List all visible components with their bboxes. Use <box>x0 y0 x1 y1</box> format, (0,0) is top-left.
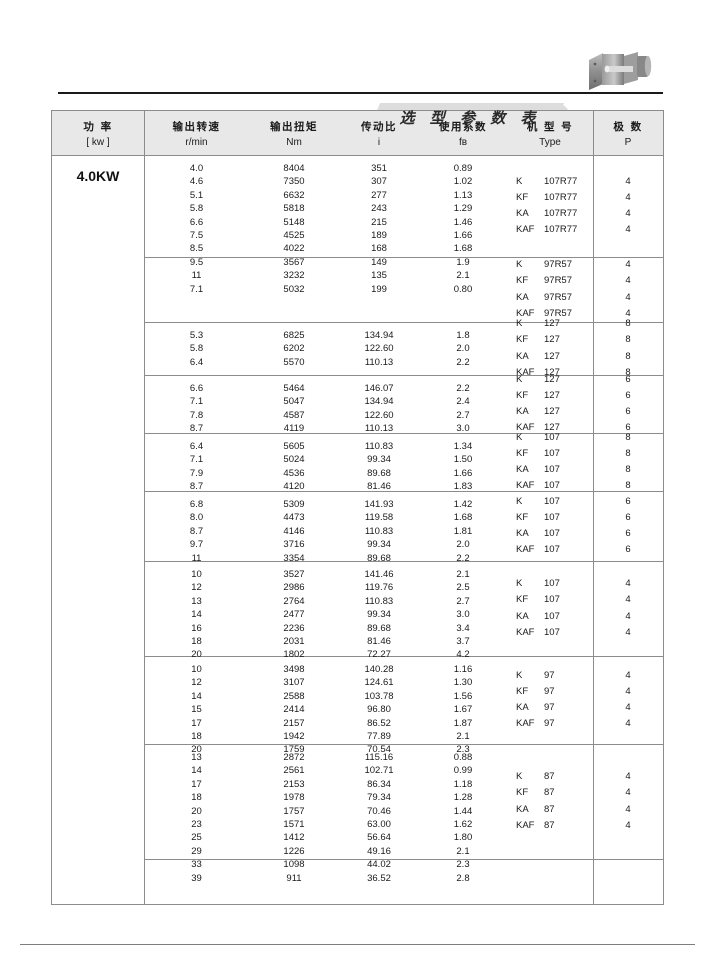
spec-table: 功 率 [ kw ] 输出转速 r/min 输出扭矩 Nm 传动比 i 使用系数… <box>51 110 664 905</box>
service-factor-values: 1.8 2.0 2.2 <box>456 330 470 368</box>
spec-block: 5.3 5.8 6.4 6825 6202 5570 134.94 122.60 1… <box>144 318 663 378</box>
body-divider-poles <box>593 156 594 904</box>
ratio-values: 141.46 119.76 110.83 99.34 89.68 81.46 7… <box>364 569 394 661</box>
poles-values: 6 6 6 6 <box>625 495 631 556</box>
service-factor-values: 0.80 <box>453 283 473 295</box>
ratio-values: 115.16 102.71 86.34 79.34 70.46 63.00 56… <box>364 752 394 884</box>
service-factor-values: 2.2 2.4 2.7 3.0 <box>456 383 470 435</box>
type-values: K 127 KF 127 KA 127 KAF 127 <box>516 373 560 434</box>
poles-values: 4 4 4 4 <box>625 578 631 638</box>
service-factor-values: 1.34 1.50 1.66 1.83 <box>453 441 473 493</box>
type-values: K 107 KF 107 KA 107 KAF 107 <box>516 578 560 638</box>
output-speed-values: 7.1 <box>189 283 204 295</box>
output-speed-values: 6.6 7.1 7.8 8.7 <box>189 383 204 435</box>
output-torque-values: 3527 2986 2764 2477 2236 2031 1802 <box>283 569 305 661</box>
column-header-poles: 极 数 P <box>613 121 643 148</box>
output-torque-values: 3498 3107 2588 2414 2157 1942 1759 <box>283 664 305 756</box>
header-rule <box>58 92 663 94</box>
spec-block: 6.4 7.1 7.9 8.7 5605 5024 4536 4120 110.83… <box>144 432 663 493</box>
column-header-power: 功 率 [ kw ] <box>83 121 113 148</box>
type-values: K 87 KF 87 KA 87 KAF 87 <box>516 771 555 831</box>
spec-block: 7.1 5032 199 0.80 K 97R57 KF 97R57 KA 97R57 KAF 97R… <box>144 258 663 323</box>
output-torque-values: 6825 6202 5570 <box>283 330 305 368</box>
poles-values: 4 4 4 4 <box>625 669 631 730</box>
service-factor-values: 1.16 1.30 1.56 1.67 1.87 2.1 2.3 <box>453 664 473 756</box>
footer-rule <box>20 944 695 945</box>
type-values: K 107 KF 107 KA 107 KAF 107 <box>516 495 560 556</box>
service-factor-values: 2.1 2.5 2.7 3.0 3.4 3.7 4.2 <box>456 569 470 661</box>
column-header-output-torque: 输出扭矩 Nm <box>270 121 318 148</box>
service-factor-values: 0.89 1.02 1.13 1.29 1.46 1.66 1.68 1.9 2… <box>453 163 473 282</box>
output-speed-values: 4.0 4.6 5.1 5.8 6.6 7.5 8.5 9.5 11 <box>189 163 204 282</box>
poles-values: 8 8 8 8 <box>625 318 631 378</box>
output-speed-values: 5.3 5.8 6.4 <box>189 330 204 368</box>
header-divider-power <box>144 111 145 155</box>
output-speed-values: 13 14 17 18 20 23 25 29 33 39 <box>191 752 202 884</box>
ratio-values: 141.93 119.58 110.83 99.34 89.68 <box>364 499 394 564</box>
page-title: 选 型 参 数 表 <box>399 109 541 127</box>
spec-block: 6.6 7.1 7.8 8.7 5464 5047 4587 4119 146.07… <box>144 374 663 435</box>
output-speed-values: 10 12 14 15 17 18 20 <box>191 664 202 756</box>
output-torque-values: 5309 4473 4146 3716 3354 <box>283 499 305 564</box>
spec-block: 4.0 4.6 5.1 5.8 6.6 7.5 8.5 9.5 11 8404 7… <box>144 156 663 281</box>
output-speed-values: 6.8 8.0 8.7 9.7 11 <box>189 499 204 564</box>
table-body: 4.0KW 4.0 4.6 5.1 5.8 6.6 7.5 8.5 9.5 11… <box>52 156 663 904</box>
poles-values: 4 4 4 4 <box>625 771 631 831</box>
type-values: K 127 KF 127 KA 127 KAF 127 <box>516 318 560 378</box>
poles-values: 4 4 4 4 <box>625 259 631 319</box>
ratio-values: 140.28 124.61 103.78 96.80 86.52 77.89 7… <box>364 664 394 756</box>
gearbox-photo-icon <box>583 48 655 93</box>
power-rating-label: 4.0KW <box>76 168 120 184</box>
output-torque-values: 8404 7350 6632 5818 5148 4525 4022 3567 … <box>283 163 305 282</box>
header-divider-poles <box>593 111 594 155</box>
output-torque-values: 5464 5047 4587 4119 <box>283 383 305 435</box>
service-factor-values: 0.88 0.99 1.18 1.28 1.44 1.62 1.80 2.1 2… <box>453 752 473 884</box>
output-torque-values: 5032 <box>283 283 305 295</box>
output-speed-values: 6.4 7.1 7.9 8.7 <box>189 441 204 493</box>
ratio-values: 134.94 122.60 110.13 <box>364 330 394 368</box>
spec-block: 13 14 17 18 20 23 25 29 33 39 2872 2561 2… <box>144 745 663 884</box>
column-header-output-speed: 输出转速 r/min <box>172 121 221 148</box>
column-header-type: 机 型 号 Type <box>526 121 574 148</box>
poles-values: 8 8 8 8 <box>625 431 631 492</box>
body-divider-power <box>144 156 145 904</box>
spec-block: 10 12 14 15 17 18 20 3498 3107 2588 2414 … <box>144 657 663 755</box>
ratio-values: 351 307 277 243 215 189 168 149 135 <box>371 163 387 282</box>
spec-block: 10 12 13 14 16 18 20 3527 2986 2764 2477 … <box>144 562 663 660</box>
poles-values: 4 4 4 4 <box>625 175 631 236</box>
column-header-ratio: 传动比 i <box>361 121 397 148</box>
ratio-values: 199 <box>371 283 387 295</box>
output-torque-values: 2872 2561 2153 1978 1757 1571 1412 1226 … <box>283 752 305 884</box>
column-header-service-factor: 使用系数 fв <box>439 121 487 148</box>
type-values: K 107R77 KF 107R77 KA 107R77 KAF 107R77 <box>516 175 578 236</box>
table-header-row: 功 率 [ kw ] 输出转速 r/min 输出扭矩 Nm 传动比 i 使用系数… <box>52 111 663 156</box>
output-speed-values: 10 12 13 14 16 18 20 <box>191 569 202 661</box>
type-values: K 97R57 KF 97R57 KA 97R57 KAF 97R57 <box>516 259 572 319</box>
type-values: K 107 KF 107 KA 107 KAF 107 <box>516 431 560 492</box>
service-factor-values: 1.42 1.68 1.81 2.0 2.2 <box>453 499 473 564</box>
ratio-values: 110.83 99.34 89.68 81.46 <box>364 441 394 493</box>
type-values: K 97 KF 97 KA 97 KAF 97 <box>516 669 555 730</box>
ratio-values: 146.07 134.94 122.60 110.13 <box>364 383 394 435</box>
output-torque-values: 5605 5024 4536 4120 <box>283 441 305 493</box>
poles-values: 6 6 6 6 <box>625 373 631 434</box>
spec-block: 6.8 8.0 8.7 9.7 11 5309 4473 4146 3716 33… <box>144 492 663 564</box>
